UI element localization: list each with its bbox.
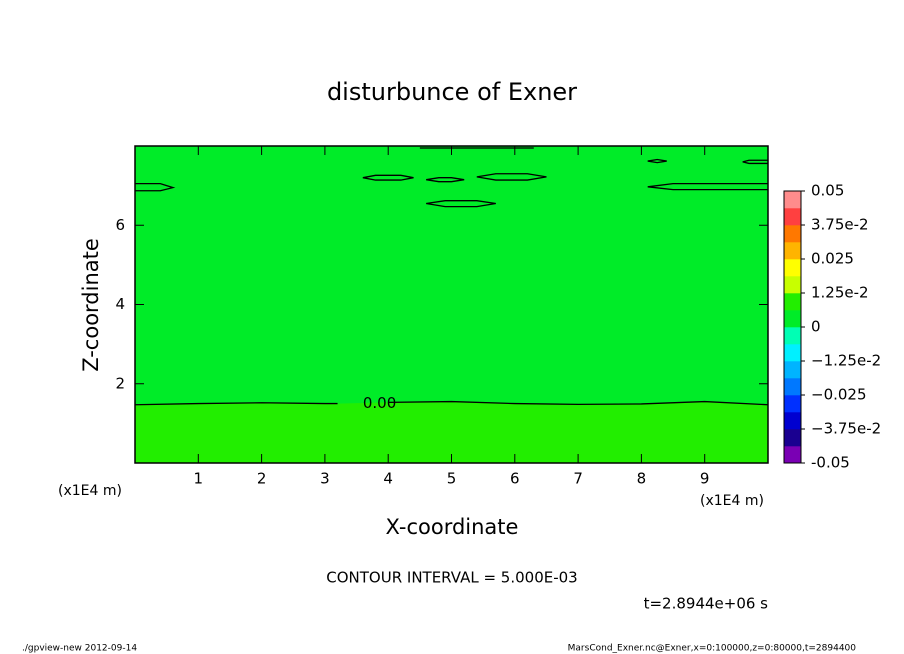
colorbar-band xyxy=(784,293,801,311)
colorbar-tick-label: 0.025 xyxy=(811,250,854,268)
colorbar-tick-label: 3.75e-2 xyxy=(811,216,869,234)
chart-title: disturbunce of Exner xyxy=(327,78,577,106)
y-unit: (x1E4 m) xyxy=(58,483,122,499)
colorbar-band xyxy=(784,242,801,260)
colorbar-band xyxy=(784,310,801,328)
contour-line xyxy=(135,182,176,192)
x-tick-label: 7 xyxy=(573,470,583,488)
time-label: t=2.8944e+06 s xyxy=(644,595,769,613)
x-tick-label: 3 xyxy=(320,470,330,488)
y-tick-label: 2 xyxy=(115,374,125,392)
colorbar-tick-label: −0.025 xyxy=(811,386,867,404)
colorbar-tick-label: −1.25e-2 xyxy=(811,352,881,370)
contour-label: 0.00 xyxy=(363,394,396,412)
colorbar-band xyxy=(784,191,801,209)
colorbar-band xyxy=(784,344,801,362)
colorbar-band xyxy=(784,208,801,226)
y-axis-label: Z-coordinate xyxy=(79,238,103,372)
footer-left: ./gpview-new 2012-09-14 xyxy=(22,644,137,654)
contour-line xyxy=(647,158,667,164)
x-tick-label: 8 xyxy=(637,470,647,488)
colorbar-band xyxy=(784,395,801,413)
footer-right: MarsCond_Exner.nc@Exner,x=0:100000,z=0:8… xyxy=(568,644,857,654)
colorbar-band xyxy=(784,259,801,277)
contour-interval: CONTOUR INTERVAL = 5.000E-03 xyxy=(326,569,577,587)
y-tick-label: 6 xyxy=(115,216,125,234)
x-tick-label: 4 xyxy=(383,470,393,488)
colorbar-tick-label: −3.75e-2 xyxy=(811,420,881,438)
colorbar-band xyxy=(784,446,801,464)
x-tick-label: 6 xyxy=(510,470,520,488)
colorbar-tick-label: -0.05 xyxy=(811,454,850,472)
region-fill xyxy=(135,401,768,463)
colorbar-tick-label: 1.25e-2 xyxy=(811,284,869,302)
x-axis-label: X-coordinate xyxy=(386,515,519,539)
colorbar-tick-label: 0 xyxy=(811,318,821,336)
contour-line xyxy=(647,182,768,191)
contour-line xyxy=(426,200,496,208)
contour-line xyxy=(134,400,769,406)
contour-line xyxy=(426,177,465,183)
x-tick-label: 9 xyxy=(700,470,710,488)
contour-line xyxy=(476,173,547,181)
y-tick-label: 4 xyxy=(115,295,125,313)
contour-line xyxy=(742,159,768,165)
colorbar-band xyxy=(784,327,801,345)
colorbar-band xyxy=(784,225,801,243)
x-unit: (x1E4 m) xyxy=(700,493,764,509)
colorbar-tick-label: 0.05 xyxy=(811,182,844,200)
colorbar-band xyxy=(784,412,801,430)
contour-line xyxy=(362,174,414,181)
colorbar-band xyxy=(784,361,801,379)
colorbar-band xyxy=(784,378,801,396)
x-tick-label: 2 xyxy=(257,470,267,488)
x-tick-label: 1 xyxy=(194,470,204,488)
colorbar-band xyxy=(784,429,801,447)
colorbar-band xyxy=(784,276,801,294)
x-tick-label: 5 xyxy=(447,470,457,488)
